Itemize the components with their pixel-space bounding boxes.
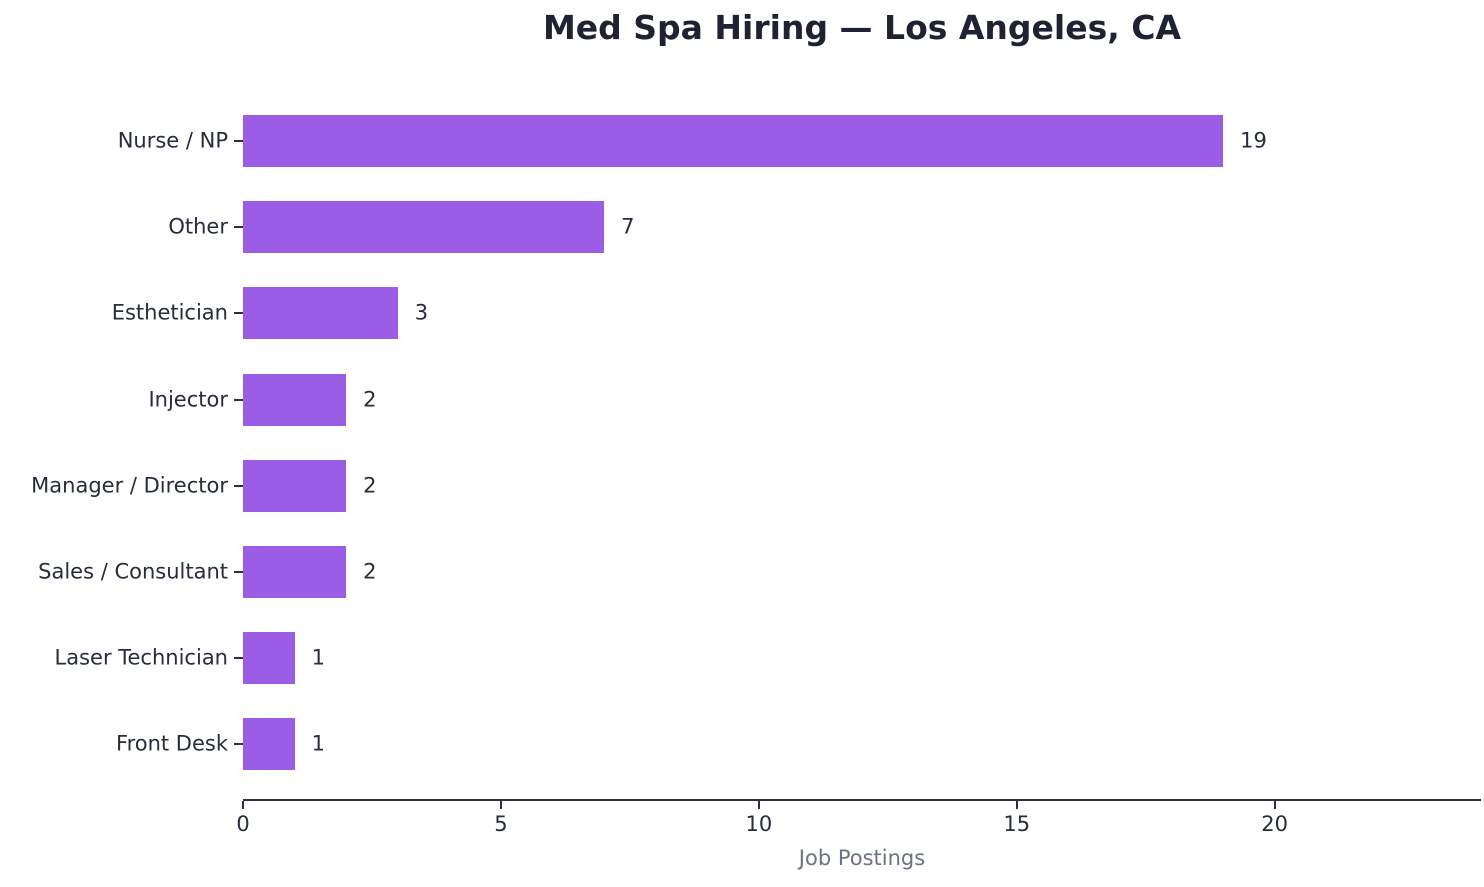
bar-value-label: 7: [621, 214, 635, 239]
x-axis-tick-label: 5: [494, 812, 508, 836]
bar: [243, 546, 347, 598]
category-label: Manager / Director: [31, 473, 228, 498]
bar-value-label: 2: [363, 559, 377, 584]
y-axis-tick: [234, 226, 243, 229]
bar-value-label: 3: [414, 300, 429, 325]
bar-value-label: 19: [1240, 128, 1267, 153]
bar: [243, 115, 1224, 167]
chart-title: Med Spa Hiring — Los Angeles, CA: [542, 8, 1182, 47]
bar: [243, 718, 295, 771]
bar-value-label: 1: [311, 645, 325, 670]
y-axis-tick: [234, 312, 243, 315]
bar: [243, 373, 347, 426]
y-axis-tick: [234, 484, 243, 487]
category-label: Injector: [148, 387, 228, 412]
bar-value-label: 2: [363, 387, 377, 412]
x-axis-tick: [242, 801, 244, 809]
x-axis-line: [243, 799, 1481, 801]
x-axis-tick-label: 10: [745, 812, 773, 836]
bar: [243, 632, 295, 685]
bar-value-label: 2: [363, 473, 377, 498]
bar-value-label: 1: [311, 731, 325, 756]
x-axis-tick: [1015, 801, 1018, 809]
category-label: Esthetician: [111, 300, 228, 325]
x-axis-tick: [757, 801, 760, 809]
category-label: Other: [168, 214, 228, 239]
x-axis-tick-label: 20: [1261, 812, 1289, 836]
bar: [243, 459, 347, 512]
x-axis-tick-label: 0: [236, 812, 250, 836]
x-axis-title: Job Postings: [798, 846, 926, 870]
y-axis-tick: [234, 140, 243, 142]
bar: [243, 201, 605, 254]
bar: [243, 287, 398, 340]
category-label: Laser Technician: [54, 645, 228, 670]
x-axis-tick: [1273, 801, 1276, 809]
y-axis-tick: [234, 657, 243, 660]
category-label: Nurse / NP: [117, 128, 228, 153]
category-label: Sales / Consultant: [38, 559, 228, 584]
y-axis-tick: [234, 743, 243, 746]
y-axis-tick: [234, 571, 243, 573]
x-axis-tick: [499, 801, 502, 809]
x-axis-tick-label: 15: [1003, 812, 1031, 836]
y-axis-tick: [234, 398, 243, 401]
category-label: Front Desk: [116, 731, 228, 756]
